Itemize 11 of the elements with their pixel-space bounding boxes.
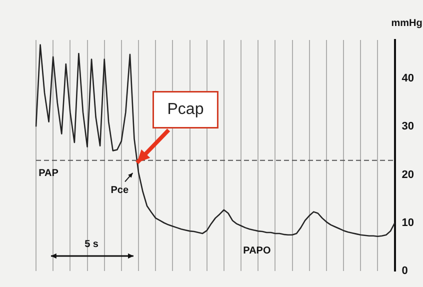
- y-tick-label: 40: [402, 72, 414, 85]
- annotation: PAP: [38, 168, 59, 180]
- annotation: PAPO: [243, 246, 271, 257]
- annotation: Pcap: [167, 101, 204, 118]
- y-axis-title: mmHg: [391, 18, 422, 29]
- annotation: Pce: [110, 184, 129, 196]
- y-tick-label: 0: [402, 265, 408, 278]
- y-tick-label: 10: [402, 216, 414, 229]
- y-tick-label: 30: [402, 120, 414, 133]
- annotation: 5 s: [84, 238, 99, 250]
- y-tick-label: 20: [402, 168, 414, 181]
